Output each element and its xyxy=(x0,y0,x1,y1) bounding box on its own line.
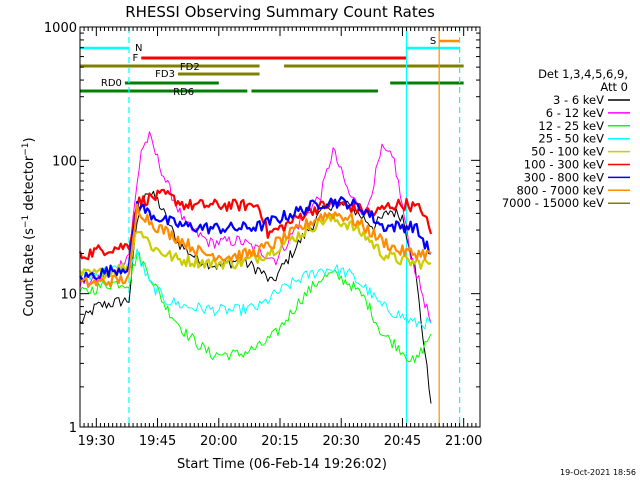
chart-title: RHESSI Observing Summary Count Rates xyxy=(125,3,435,21)
x-axis-label: Start Time (06-Feb-14 19:26:02) xyxy=(177,457,387,472)
series-line-0 xyxy=(79,190,432,404)
legend-entry: 100 - 300 keV xyxy=(524,158,604,172)
series-line-4 xyxy=(78,213,432,280)
legend-entry: 3 - 6 keV xyxy=(553,93,604,107)
status-bars: NF S FD2 FD3 RD0 RD6 xyxy=(80,36,464,98)
x-tick-label: 20:45 xyxy=(384,434,421,449)
y-tick-label: 1 xyxy=(69,421,77,436)
series-line-7 xyxy=(79,203,432,288)
y-axis-label: Count Rate (s−1 detector−1) xyxy=(21,137,37,316)
x-tick-label: 20:30 xyxy=(322,434,359,449)
x-tick-label: 21:00 xyxy=(445,434,482,449)
series-line-2 xyxy=(79,251,432,363)
series-line-3 xyxy=(79,248,432,330)
legend-header: Det 1,3,4,5,6,9, xyxy=(538,67,628,81)
legend-entry: 800 - 7000 keV xyxy=(516,183,604,197)
y-tick-label: 10 xyxy=(60,288,77,303)
status-label-rd0: RD0 xyxy=(101,78,122,89)
x-tick-label: 19:30 xyxy=(78,434,115,449)
x-tick-label: 20:15 xyxy=(261,434,298,449)
x-tick-label: 19:45 xyxy=(139,434,176,449)
generated-timestamp: 19-Oct-2021 18:56 xyxy=(560,468,636,477)
legend-header: Att 0 xyxy=(600,80,628,94)
y-tick-label: 1000 xyxy=(44,21,77,36)
legend-entry: 300 - 800 keV xyxy=(524,170,604,184)
status-label-fd2: FD2 xyxy=(180,62,200,73)
status-label-n: N xyxy=(135,43,142,54)
y-tick-label: 100 xyxy=(52,154,77,169)
status-label-s: S xyxy=(430,36,436,47)
status-label-fd3: FD3 xyxy=(155,69,175,80)
status-label-rd6: RD6 xyxy=(173,87,194,98)
legend-entry: 25 - 50 keV xyxy=(538,132,604,146)
series-line-1 xyxy=(79,131,432,324)
legend-entry: 7000 - 15000 keV xyxy=(502,196,604,210)
y-axis: 1 10 100 1000 xyxy=(44,21,480,436)
series-lines xyxy=(78,131,433,404)
legend-entry: 6 - 12 keV xyxy=(546,106,604,120)
status-label-f: F xyxy=(132,53,138,64)
legend-entry: 50 - 100 keV xyxy=(531,145,604,159)
x-axis: 19:30 19:45 20:00 20:15 20:30 20:45 21:00 xyxy=(78,27,482,449)
x-tick-label: 20:00 xyxy=(200,434,237,449)
legend-entry: 12 - 25 keV xyxy=(538,119,604,133)
